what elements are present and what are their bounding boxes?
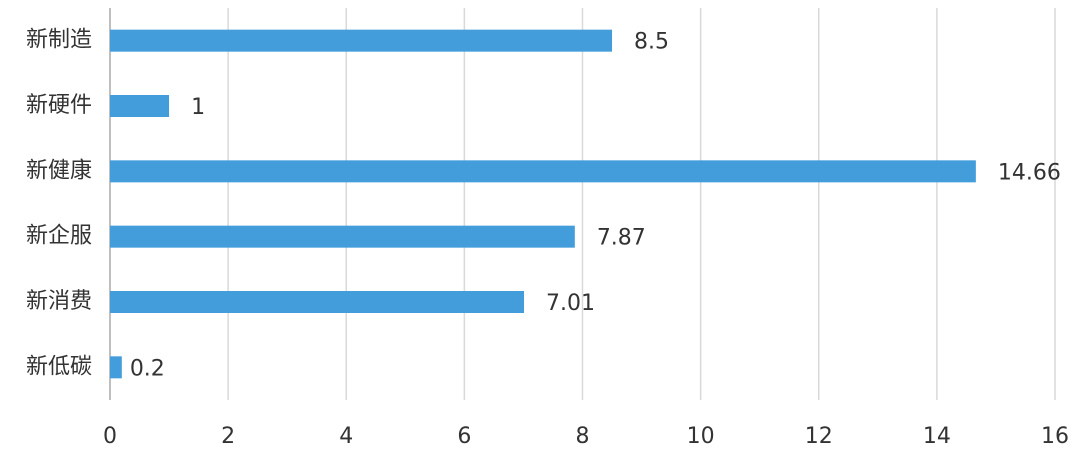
data-label: 1 xyxy=(191,95,205,120)
data-label: 0.2 xyxy=(130,356,165,381)
x-tick-label: 0 xyxy=(103,424,117,449)
data-label: 14.66 xyxy=(998,160,1061,185)
x-tick-label: 16 xyxy=(1041,424,1069,449)
x-tick-label: 8 xyxy=(576,424,590,449)
bar xyxy=(110,29,613,52)
x-tick-label: 12 xyxy=(805,424,833,449)
data-label: 8.5 xyxy=(634,30,669,55)
y-tick-label: 新消费 xyxy=(26,289,92,314)
data-label: 7.01 xyxy=(546,291,595,316)
bar xyxy=(110,225,575,248)
bar xyxy=(110,291,525,313)
x-tick-label: 6 xyxy=(457,424,471,449)
y-tick-label: 新制造 xyxy=(26,28,92,53)
y-tick-label: 新硬件 xyxy=(26,93,92,118)
data-label: 7.87 xyxy=(597,226,646,251)
bar xyxy=(110,95,170,117)
y-tick-label: 新健康 xyxy=(26,158,92,183)
y-tick-label: 新企服 xyxy=(26,224,92,249)
x-tick-label: 14 xyxy=(923,424,951,449)
y-tick-label: 新低碳 xyxy=(26,354,92,379)
x-tick-label: 2 xyxy=(221,424,235,449)
bar xyxy=(110,356,122,379)
x-tick-label: 4 xyxy=(339,424,353,449)
bar xyxy=(110,160,976,183)
x-tick-label: 10 xyxy=(687,424,715,449)
